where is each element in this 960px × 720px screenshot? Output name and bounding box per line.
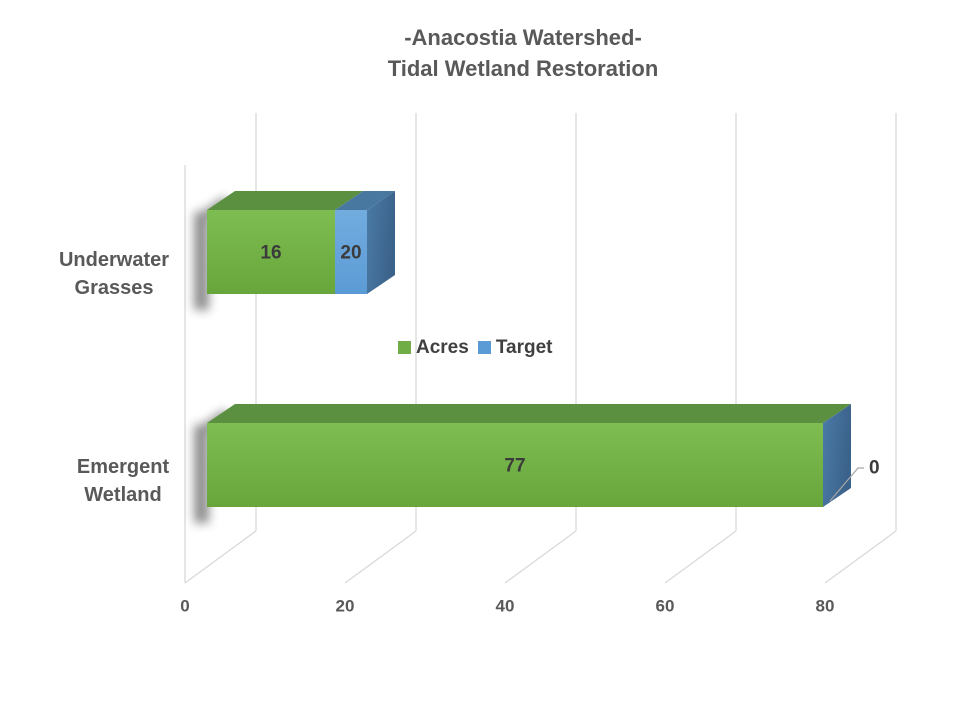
legend-label-acres: Acres	[416, 337, 469, 358]
bar-end-cap-target	[367, 191, 395, 294]
bar-segment-target-top	[335, 191, 395, 210]
x-tick-label: 0	[180, 597, 189, 616]
chart-title: -Anacostia Watershed- Tidal Wetland Rest…	[103, 22, 943, 84]
legend-item-acres: Acres	[398, 338, 469, 357]
category-label-emergent-wetland: Wetland	[84, 484, 161, 506]
legend-swatch-target	[477, 341, 491, 354]
bar-shadow-left	[194, 212, 209, 310]
gridline-floor	[184, 530, 257, 584]
gridline-floor	[504, 530, 577, 584]
x-tick-label: 40	[496, 597, 515, 616]
chart-title-line1: -Anacostia Watershed-	[404, 25, 642, 50]
bar-emergent-wetland	[194, 404, 864, 523]
bar-segment-acres-front	[207, 423, 823, 507]
x-tick-label: 20	[336, 597, 355, 616]
bar-segment-acres-front	[207, 210, 335, 294]
legend-item-target: Target	[477, 337, 553, 358]
chart-title-line2: Tidal Wetland Restoration	[387, 56, 659, 81]
x-tick-label: 80	[816, 597, 835, 616]
legend: Acres Target	[398, 338, 553, 357]
value-label-acres: 77	[504, 456, 525, 477]
gridline-floor	[344, 530, 417, 584]
bar-shadow-left	[194, 425, 209, 523]
value-label-target: 0	[869, 458, 880, 479]
x-tick-label: 60	[656, 597, 675, 616]
bar-segment-target-front	[335, 210, 367, 294]
category-label-emergent-wetland: Emergent	[77, 456, 170, 478]
bar-segment-acres-top	[207, 404, 851, 423]
gridline-floor	[824, 530, 897, 584]
bar-end-cap-target	[823, 404, 851, 507]
value-label-target: 20	[340, 243, 361, 264]
value-label-acres: 16	[260, 243, 281, 264]
bar-segment-acres-top	[207, 191, 363, 210]
gridline-floor	[664, 530, 737, 584]
legend-label-target: Target	[495, 337, 553, 358]
category-label-underwater-grasses: Underwater	[59, 249, 169, 271]
leader-line-target	[829, 467, 864, 502]
category-label-underwater-grasses: Grasses	[75, 277, 154, 299]
legend-swatch-acres	[398, 341, 411, 354]
bar-underwater-grasses	[194, 191, 395, 310]
